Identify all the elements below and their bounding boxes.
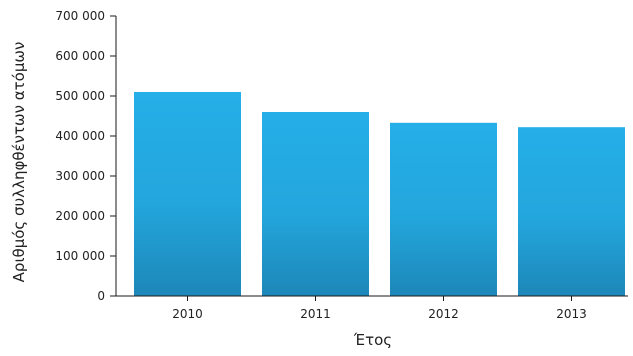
y-axis-title: Αριθμός συλληφθέντων ατόμων	[10, 42, 28, 283]
y-tick-label: 300 000	[55, 169, 105, 183]
x-tick-label-2012: 2012	[428, 307, 459, 321]
y-axis-ticks: 0 100 000 200 000 300 000 400 000 500 000 600 …	[55, 9, 116, 303]
x-tick-label-2010: 2010	[172, 307, 203, 321]
y-tick-label: 100 000	[55, 249, 105, 263]
y-tick-label: 500 000	[55, 89, 105, 103]
y-tick-label: 200 000	[55, 209, 105, 223]
x-tick-label-2013: 2013	[556, 307, 587, 321]
bar-2010	[134, 92, 241, 296]
y-tick-label: 0	[97, 289, 105, 303]
x-axis-title: Έτος	[353, 331, 392, 349]
x-tick-label-2011: 2011	[300, 307, 331, 321]
bar-2013	[518, 127, 625, 296]
y-tick-label: 700 000	[55, 9, 105, 23]
x-axis-ticks: 2010 2011 2012 2013	[172, 296, 587, 321]
bar-2012	[390, 122, 497, 296]
bar-2011	[262, 112, 369, 296]
bars	[134, 92, 625, 296]
y-tick-label: 600 000	[55, 49, 105, 63]
y-tick-label: 400 000	[55, 129, 105, 143]
